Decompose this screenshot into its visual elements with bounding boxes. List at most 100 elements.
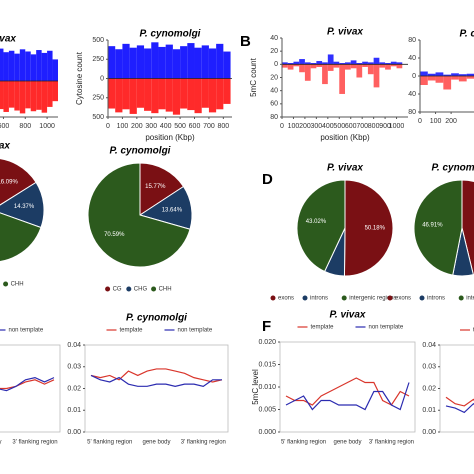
bar	[172, 78, 181, 115]
y-tick-label: 250	[92, 56, 104, 63]
chart-title: P. cynomolgi	[460, 29, 474, 40]
bar	[466, 76, 474, 79]
x-tick-label: 0	[280, 123, 284, 130]
legend-label: intergenic regions	[466, 296, 474, 302]
chart-title: P. cynomolgi	[432, 163, 474, 174]
y-tick-label: 0.000	[258, 429, 276, 436]
bar	[396, 62, 403, 65]
x-axis-label: position (Kbp)	[320, 133, 370, 142]
x-tick-label: 500	[333, 123, 345, 130]
bar	[373, 57, 380, 65]
bar	[458, 76, 467, 82]
x-tick-label: 0	[418, 118, 422, 125]
bar	[356, 64, 363, 78]
y-tick-label: 0.020	[258, 339, 276, 346]
line	[90, 374, 222, 387]
bar	[356, 63, 363, 65]
y-tick-label: 20	[270, 74, 278, 81]
pie-slice	[0, 158, 37, 206]
bar	[396, 64, 403, 69]
x-tick-label: 3' flanking region	[369, 440, 414, 446]
bar	[282, 62, 288, 65]
bar	[108, 78, 116, 109]
bar	[129, 78, 137, 114]
bar	[451, 73, 459, 76]
bar	[187, 78, 195, 111]
slice-label: 16.09%	[0, 179, 18, 185]
bar	[52, 59, 58, 81]
x-tick-label: 1000	[39, 123, 55, 130]
bar	[390, 61, 397, 65]
y-tick-label: 40	[270, 35, 278, 42]
chart-title: P. vivax	[327, 27, 363, 38]
legend-label: intergenic regions	[349, 296, 396, 302]
bar	[115, 78, 123, 113]
y-tick-label: 0.00	[67, 429, 81, 436]
chart-title: P. vivax	[0, 141, 10, 152]
x-tick-label: 5' flanking region	[281, 440, 326, 446]
chart-title: P. cynomolgi	[110, 146, 171, 157]
y-tick-label: 40	[408, 55, 416, 62]
y-tick-label: 0	[412, 73, 416, 80]
legend-swatch	[341, 295, 347, 301]
bar	[136, 45, 145, 79]
bar	[19, 81, 26, 114]
bar	[287, 63, 294, 65]
bar	[304, 64, 311, 81]
bar	[8, 50, 15, 81]
bar	[310, 64, 317, 69]
slice-label: 15.77%	[145, 184, 166, 190]
x-tick-label: gene body	[333, 440, 361, 446]
bar	[443, 76, 452, 90]
bar	[144, 48, 152, 79]
legend-label: exons	[395, 296, 411, 302]
bar	[194, 47, 202, 79]
bar	[385, 63, 391, 65]
bar	[223, 51, 231, 79]
y-tick-label: 500	[92, 37, 104, 44]
bar	[350, 60, 357, 65]
bar	[299, 59, 305, 65]
pie-slice	[296, 179, 346, 273]
plot-frame	[439, 344, 474, 433]
bar	[435, 72, 444, 76]
bar	[180, 46, 188, 79]
legend-label: non template	[369, 325, 404, 331]
legend-swatch	[105, 286, 111, 292]
bar	[3, 81, 9, 112]
bar	[367, 62, 374, 65]
bar	[339, 64, 345, 94]
line	[285, 382, 410, 411]
bar	[466, 73, 474, 76]
legend-swatch	[458, 295, 464, 301]
plot-frame	[0, 344, 61, 433]
slice-label: 70.59%	[104, 232, 125, 238]
line	[0, 376, 55, 392]
bar	[8, 81, 15, 108]
bar	[435, 76, 444, 83]
pie-slice	[139, 162, 185, 216]
y-tick-label: 40	[408, 91, 416, 98]
chart-title: P. cynomolgi	[126, 313, 187, 324]
chart-title: P. cynomolgi	[140, 29, 201, 40]
bar	[129, 47, 137, 79]
bar	[165, 44, 173, 79]
x-tick-label: 3' flanking region	[181, 440, 226, 446]
bar	[443, 74, 452, 76]
bar	[108, 46, 116, 79]
y-tick-label: 80	[408, 37, 416, 44]
bar	[345, 64, 351, 70]
panel-label: D	[262, 171, 273, 188]
y-tick-label: 0.015	[258, 361, 276, 368]
bar	[151, 42, 159, 79]
x-tick-label: 100	[117, 123, 129, 130]
bar	[390, 64, 397, 67]
legend-label: CHG	[134, 287, 148, 293]
y-tick-label: 0.01	[422, 407, 436, 414]
x-tick-label: 400	[160, 123, 172, 130]
y-tick-label: 20	[270, 48, 278, 55]
legend-label: CG	[113, 287, 122, 293]
bar	[115, 49, 123, 79]
x-tick-label: 200	[131, 123, 143, 130]
